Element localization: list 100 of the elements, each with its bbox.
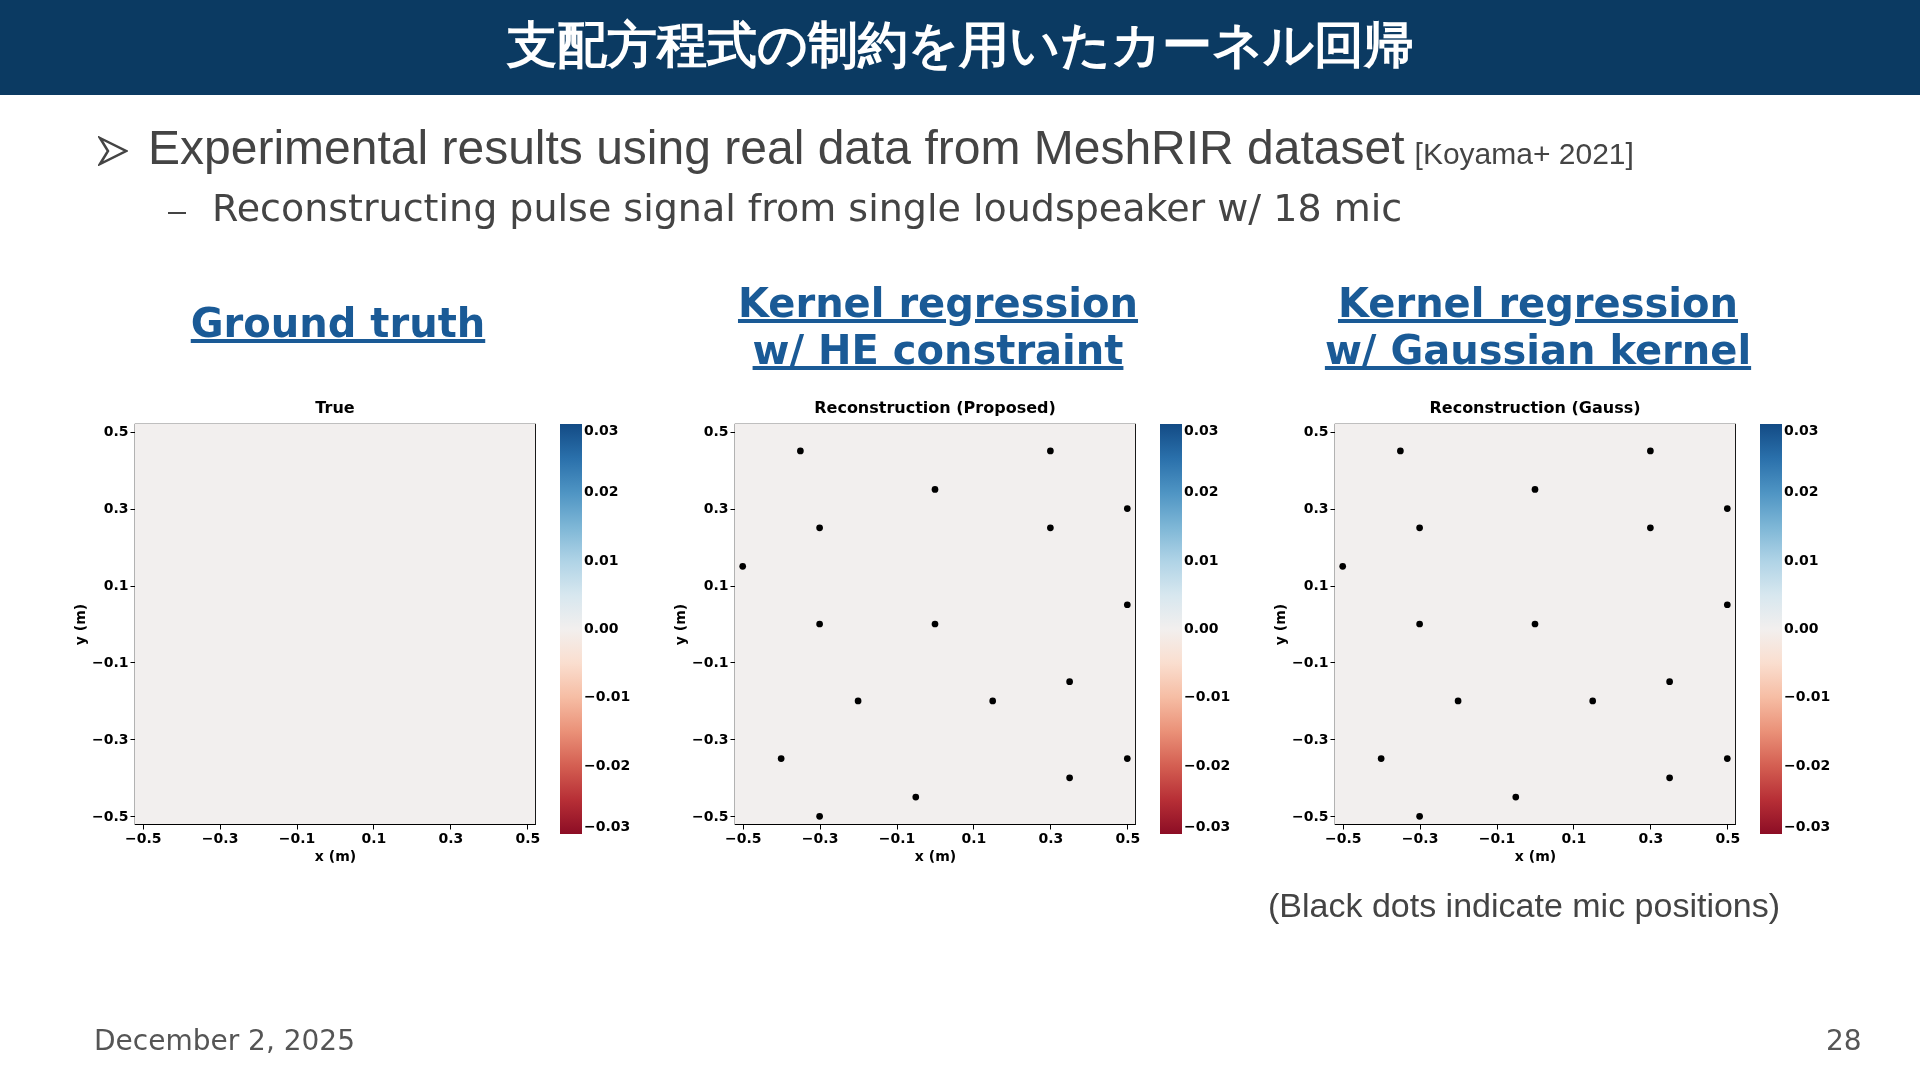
point <box>1647 524 1654 532</box>
x-tick-label: 0.1 <box>361 829 387 846</box>
color-bar-label: −0.03 <box>1184 818 1231 834</box>
text: 28 <box>1826 1024 1862 1057</box>
point <box>1647 447 1654 455</box>
point <box>1377 755 1385 762</box>
text: Experimental results using real data from MeshRIR dataset <box>148 120 1405 175</box>
point <box>777 755 785 762</box>
point <box>1123 505 1131 512</box>
x-tick-label: −0.1 <box>278 829 316 846</box>
x-axis-title: x (m) <box>1514 847 1557 864</box>
y-tick-label: −0.5 <box>1291 807 1329 824</box>
point <box>1047 524 1054 532</box>
point <box>1066 774 1073 782</box>
y-tick-label: −0.3 <box>1291 730 1329 747</box>
point <box>1066 678 1073 686</box>
y-tick-label: 0.1 <box>703 577 729 594</box>
color-bar-label: 0.03 <box>584 422 619 438</box>
color-bar-label: −0.01 <box>1784 688 1831 705</box>
point <box>1512 793 1520 801</box>
point <box>1723 755 1731 762</box>
point <box>1416 620 1423 628</box>
point <box>1589 697 1597 705</box>
y-tick-label: −0.3 <box>91 730 129 747</box>
color-bar-label: −0.02 <box>1184 756 1231 773</box>
color-bar-label: 0.00 <box>1784 620 1819 636</box>
y-tick-label: −0.3 <box>691 730 729 747</box>
text: [Koyama+ 2021] <box>1414 137 1634 171</box>
color-bar-label: 0.02 <box>1784 483 1819 500</box>
text: Reconstructing pulse signal from single loudspeaker w/ 18 mic <box>212 186 1403 230</box>
point <box>1723 601 1731 609</box>
color-bar-label: 0.01 <box>584 551 619 568</box>
color-bar-label: −0.01 <box>1184 688 1231 705</box>
point <box>1397 447 1404 455</box>
y-tick-label: −0.1 <box>91 653 129 670</box>
color-bar-label: 0.00 <box>584 620 619 636</box>
chart-title: Reconstruction (Gauss) <box>1429 398 1641 417</box>
y-tick-label: 0.1 <box>103 577 129 594</box>
point <box>1531 486 1539 493</box>
point <box>854 697 862 705</box>
color-bar-label: 0.02 <box>584 483 619 500</box>
chart-title: Reconstruction (Proposed) <box>814 398 1056 417</box>
text: 支配方程式の制約を用いたカーネル回帰 <box>505 15 1415 76</box>
y-tick-label: −0.1 <box>691 653 729 670</box>
point <box>797 447 804 455</box>
point <box>1454 697 1462 705</box>
x-tick-label: −0.3 <box>801 829 839 846</box>
color-bar-label: 0.01 <box>1784 551 1819 568</box>
point <box>816 620 823 628</box>
point <box>931 620 939 628</box>
point <box>1123 601 1131 609</box>
point <box>1339 562 1347 570</box>
x-tick-label: 0.5 <box>1115 829 1141 846</box>
point <box>739 562 747 570</box>
x-tick-label: 0.5 <box>1715 829 1741 846</box>
point <box>1666 678 1673 686</box>
x-tick-label: −0.3 <box>1401 829 1439 846</box>
y-tick-label: −0.1 <box>1291 653 1329 670</box>
y-tick-label: 0.1 <box>1303 577 1329 594</box>
point <box>931 486 939 493</box>
color-bar-label: −0.03 <box>584 818 631 834</box>
y-axis-title: y (m) <box>671 603 688 646</box>
y-tick-label: 0.3 <box>103 500 129 517</box>
x-axis-title: x (m) <box>914 847 957 864</box>
y-tick-label: 0.5 <box>103 423 129 440</box>
text: December 2, 2025 <box>94 1024 355 1057</box>
y-tick-label: 0.3 <box>1303 500 1329 517</box>
point <box>1666 774 1673 782</box>
y-tick-label: 0.5 <box>703 423 729 440</box>
y-tick-label: 0.5 <box>1303 423 1329 440</box>
color-bar-label: 0.02 <box>1184 483 1219 500</box>
chart-title: True <box>315 398 355 417</box>
x-tick-label: 0.3 <box>1038 829 1064 846</box>
x-tick-label: 0.1 <box>961 829 987 846</box>
y-tick-label: −0.5 <box>91 807 129 824</box>
color-bar-label: 0.03 <box>1784 422 1819 438</box>
point <box>816 812 823 820</box>
y-tick-label: 0.3 <box>703 500 729 517</box>
point <box>1416 524 1423 532</box>
color-bar-label: 0.00 <box>1184 620 1219 636</box>
x-tick-label: −0.5 <box>124 829 162 846</box>
x-tick-label: 0.5 <box>515 829 541 846</box>
point <box>989 697 997 705</box>
chart-subtitle: Kernel regression w/ Gaussian kernel <box>1323 280 1753 374</box>
y-tick-label: −0.5 <box>691 807 729 824</box>
x-tick-label: 0.3 <box>1638 829 1664 846</box>
color-bar-label: −0.02 <box>584 756 631 773</box>
point <box>1416 812 1423 820</box>
point <box>1123 755 1131 762</box>
x-tick-label: −0.5 <box>1324 829 1362 846</box>
text: (Black dots indicate mic positions) <box>1268 886 1781 925</box>
point <box>816 524 823 532</box>
color-bar-label: −0.02 <box>1784 756 1831 773</box>
x-tick-label: −0.1 <box>1478 829 1516 846</box>
point <box>1723 505 1731 512</box>
y-axis-title: y (m) <box>71 603 88 646</box>
point <box>912 793 920 801</box>
color-bar-label: −0.01 <box>584 688 631 705</box>
x-tick-label: −0.3 <box>201 829 239 846</box>
point <box>1047 447 1054 455</box>
